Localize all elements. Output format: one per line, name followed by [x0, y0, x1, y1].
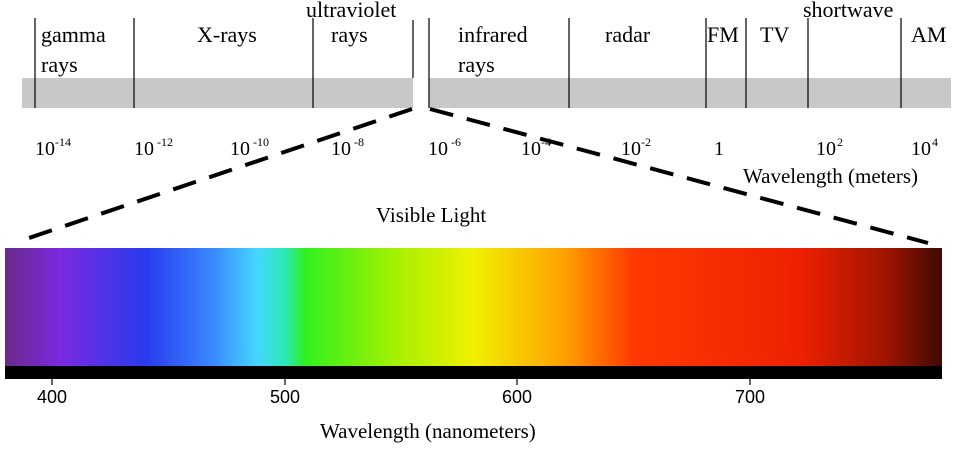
band-label-tv: TV: [760, 22, 789, 47]
spectrum-bar-left: [22, 78, 413, 108]
power-label: 10-2: [621, 135, 651, 160]
nm-tick-label: 700: [735, 387, 765, 407]
wavelength-power-labels: 10-14 10 -12 10 -10 10 -8 10 -6 10-4 10-2 1 …: [35, 135, 938, 160]
power-label: 10 -12: [134, 135, 173, 160]
power-label: 10-14: [35, 135, 71, 160]
power-label: 10 -8: [331, 135, 364, 160]
band-label-ir-line2: rays: [458, 52, 495, 77]
nm-tick-labels: 400 500 600 700: [37, 387, 765, 407]
band-label-gamma-line2: rays: [41, 52, 78, 77]
band-label-gamma-line1: gamma: [41, 22, 106, 47]
nm-tick-label: 600: [502, 387, 532, 407]
band-label-uv-line1: ultraviolet: [306, 0, 396, 22]
power-label: 1: [714, 138, 724, 160]
nm-axis-label: Wavelength (nanometers): [320, 419, 536, 443]
spectrum-bar: [22, 78, 951, 108]
nm-tick-label: 400: [37, 387, 67, 407]
band-label-radar: radar: [605, 22, 651, 47]
visible-spectrum-bar: [5, 248, 942, 366]
power-label: 10 -6: [428, 135, 461, 160]
band-dividers: [34, 18, 902, 108]
band-labels: gamma rays X-rays ultraviolet rays infra…: [41, 0, 946, 77]
spectrum-bar-right: [429, 78, 951, 108]
band-label-fm: FM: [707, 22, 739, 47]
band-label-xray: X-rays: [197, 22, 257, 47]
nm-axis-bar: [5, 366, 942, 379]
nm-tick-label: 500: [270, 387, 300, 407]
band-label-uv-line2: rays: [331, 22, 368, 47]
zoom-line-right: [429, 107, 929, 245]
band-label-am: AM: [911, 22, 946, 47]
nm-ticks: [51, 379, 751, 385]
power-label: 10 -10: [230, 135, 269, 160]
band-label-ir-line1: infrared: [458, 22, 528, 47]
power-label: 104: [911, 135, 938, 160]
meters-axis-label: Wavelength (meters): [743, 164, 918, 188]
visible-light-title: Visible Light: [376, 203, 486, 227]
zoom-dashed-lines: [19, 107, 929, 245]
band-label-shortwave: shortwave: [803, 0, 893, 22]
zoom-line-left: [19, 107, 413, 243]
power-label: 102: [816, 135, 843, 160]
